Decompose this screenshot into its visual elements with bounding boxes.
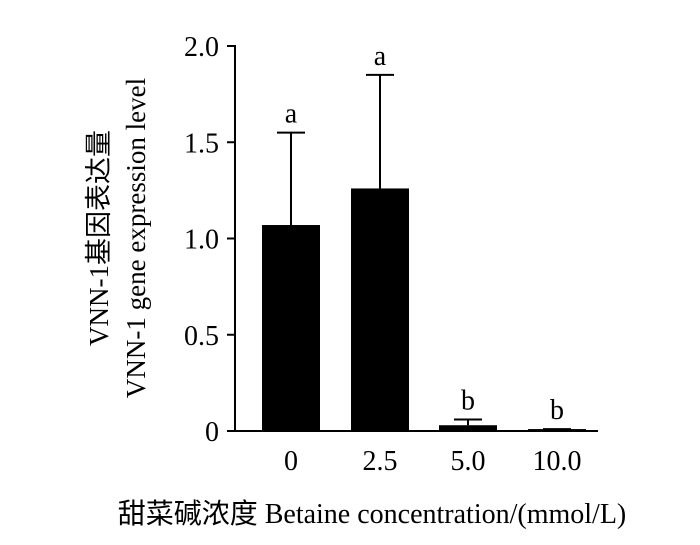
bar-5.0 (439, 425, 497, 431)
error-bar-5.0 (454, 418, 482, 426)
y-tick-label: 1.0 (184, 225, 219, 256)
y-ticks: 0 0.5 1.0 1.5 2.0 (184, 32, 235, 448)
significance-label: a (285, 99, 298, 130)
x-axis-label: 甜菜碱浓度 Betaine concentration/(mmol/L) (118, 498, 627, 530)
y-axis-label-line1: VNN-1基因表达量 (84, 130, 114, 346)
y-axis-label: VNN-1基因表达量 VNN-1 gene expression level (84, 78, 151, 398)
x-tick-label: 5.0 (451, 446, 486, 477)
error-bar-0 (277, 131, 305, 226)
y-axis-label-line2: VNN-1 gene expression level (121, 78, 151, 398)
error-bar-2.5 (366, 73, 394, 189)
bar-0 (262, 225, 320, 431)
significance-label: b (550, 395, 564, 426)
error-bars (277, 73, 571, 431)
bars (262, 188, 586, 431)
y-tick-label: 0 (205, 417, 219, 448)
significance-labels: a a b b (285, 41, 564, 426)
x-tick-label: 2.5 (363, 446, 398, 477)
y-tick-label: 0.5 (184, 321, 219, 352)
significance-label: a (374, 41, 387, 72)
y-tick-label: 1.5 (184, 128, 219, 159)
x-ticks: 0 2.5 5.0 10.0 (284, 446, 582, 477)
x-tick-label: 10.0 (533, 446, 582, 477)
significance-label: b (461, 385, 475, 416)
y-tick-label: 2.0 (184, 32, 219, 63)
x-tick-label: 0 (284, 446, 298, 477)
bar-2.5 (351, 188, 409, 431)
